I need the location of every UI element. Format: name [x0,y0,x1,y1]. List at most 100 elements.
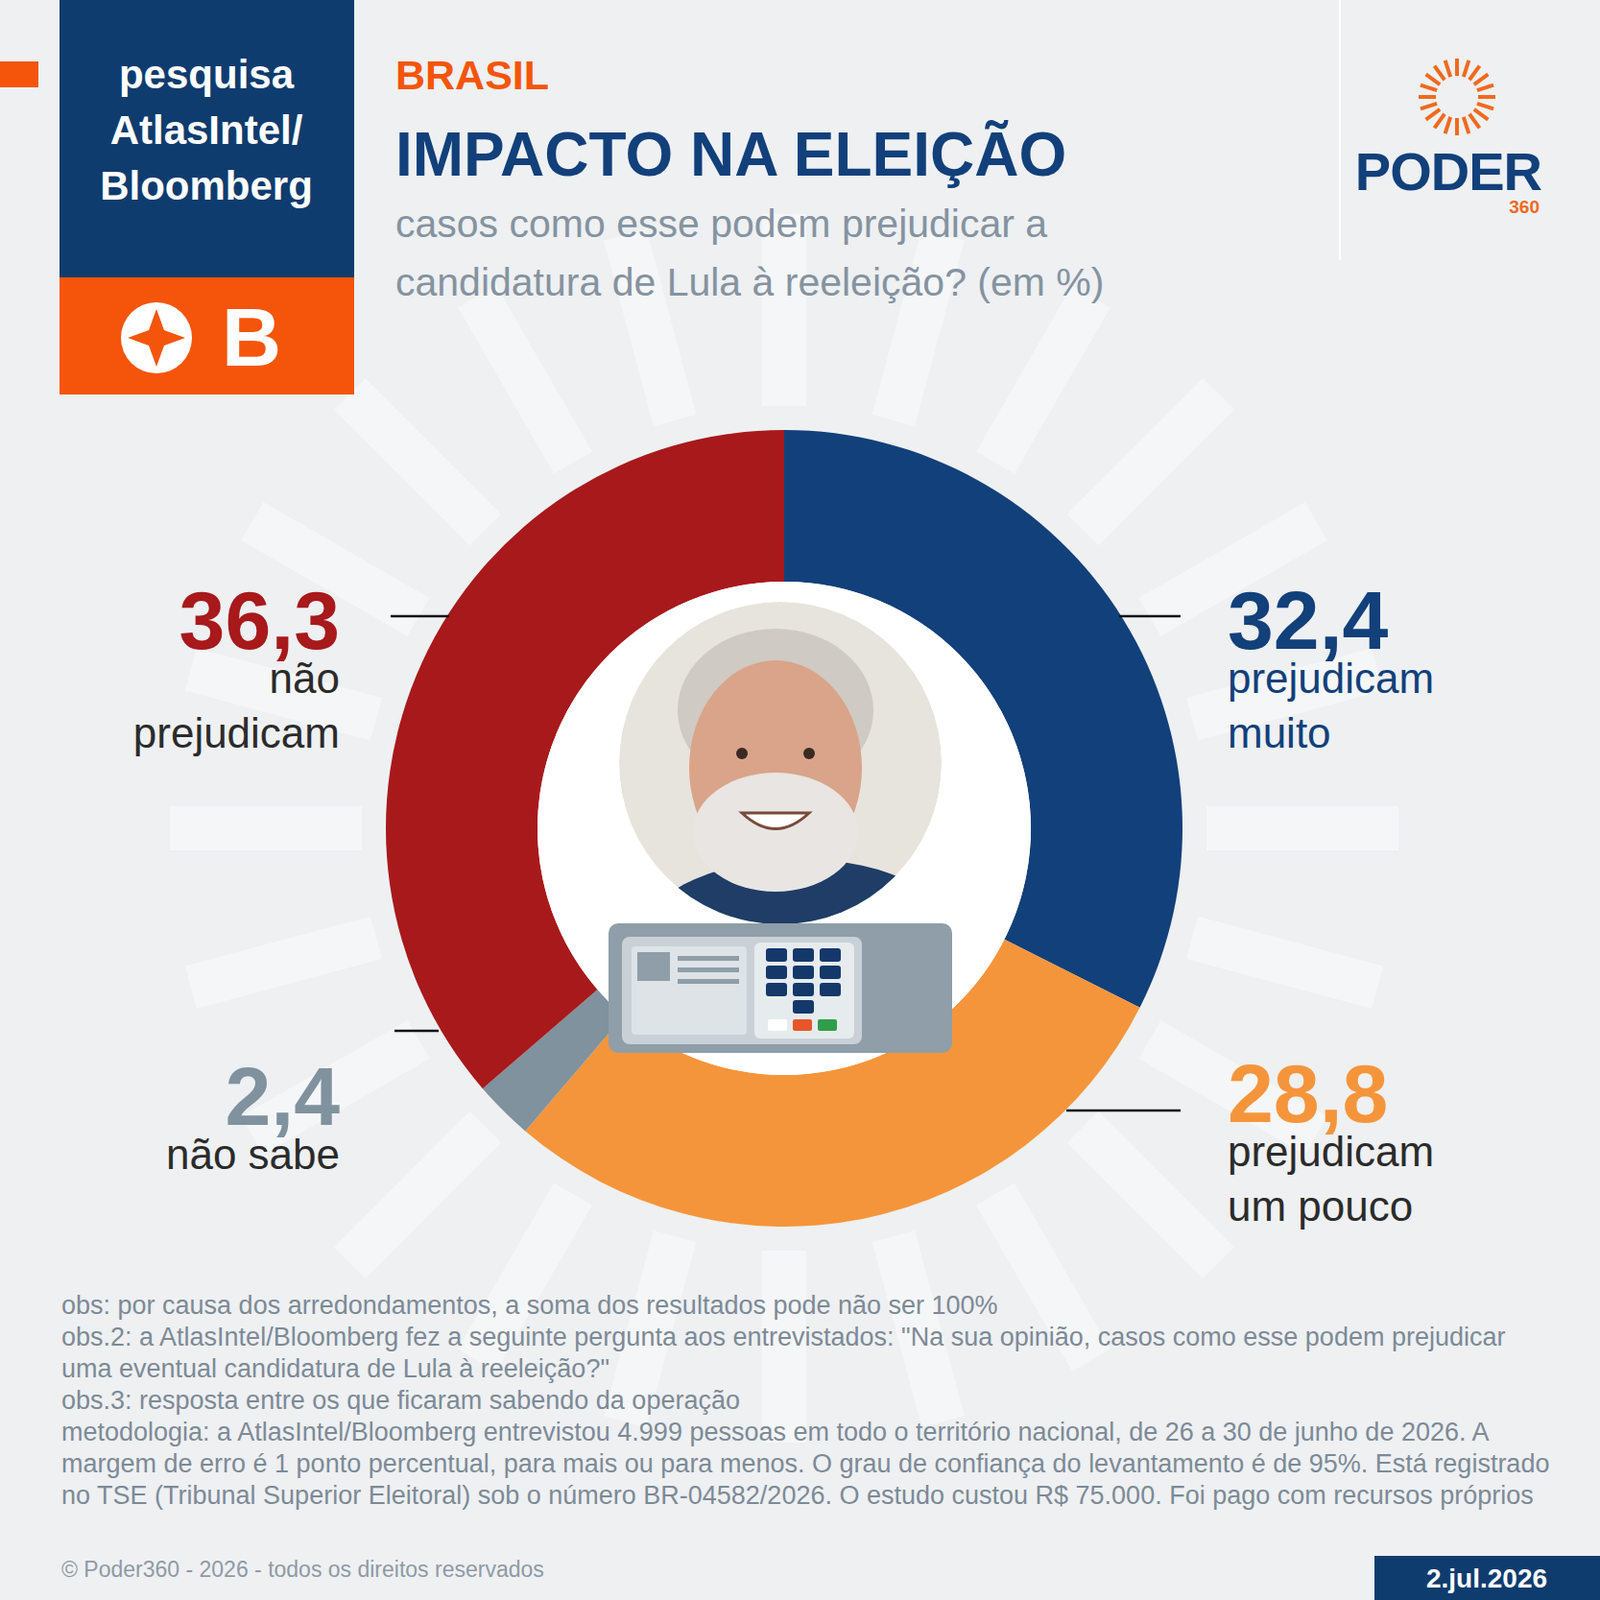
box-key [792,965,814,980]
sun-ray [1463,60,1470,77]
donut-hole [537,581,1031,1075]
text-line: prejudicam [1227,1127,1434,1175]
box-screen-line [677,955,740,961]
portrait-eye [736,747,748,760]
box-screen-panel [621,936,862,1045]
box-key [819,982,841,997]
date: 2.jul.2026 [1426,1563,1548,1594]
text-line: uma eventual candidatura de Lula à reele… [61,1354,610,1384]
text-line: metodologia: a AtlasIntel/Bloomberg entr… [61,1417,1490,1447]
sun-ray [1433,66,1445,81]
box-key [792,1000,814,1014]
box-keypad [754,942,855,1039]
ray [477,296,574,463]
sun-ray [1477,103,1494,110]
category-label: prejudicam um pouco [1227,1127,1434,1230]
leader-line [390,615,450,619]
ray [169,806,362,851]
box-screen-img [637,952,670,981]
note: obs.3: resposta entre os que ficaram sab… [61,1385,741,1415]
ray [191,937,377,988]
compass-star [127,309,186,367]
text-line: margem de erro é 1 ponto percentual, par… [61,1449,1550,1479]
brand-name: PODER [1355,141,1543,202]
survey-label: pesquisa [119,51,295,97]
text-line: não [269,654,340,702]
text-line: obs.2: a AtlasIntel/Bloomberg fez a segu… [61,1322,1505,1352]
text-line: no TSE (Tribunal Superior Eleitoral) sob… [61,1480,1534,1510]
badge-letter: B [221,290,282,383]
section-label: BRASIL [395,51,550,98]
leader-line [1119,615,1181,619]
sun-ray [1469,66,1481,81]
copyright: © Poder360 - 2026 - todos os direitos re… [61,1556,545,1582]
survey-label: Bloomberg [99,163,313,209]
survey-box [59,0,355,278]
box-key [765,965,788,980]
portrait-eye [803,747,815,760]
value-label: 36,3 [179,573,340,667]
brand-sun [1418,58,1496,136]
sun-ray [1426,109,1441,120]
ray [349,1126,485,1263]
title: IMPACTO NA ELEIÇÃO [395,119,1067,190]
ray [1082,393,1218,529]
ray [995,296,1092,463]
sun-ray [1463,117,1470,134]
sun-ray [1478,95,1496,99]
box-screen-line [677,979,740,984]
date-box [1374,1555,1600,1600]
box-button [817,1019,837,1031]
sun-ray [1445,60,1452,77]
text-line: candidatura de Lula à reeleição? (em %) [395,260,1104,305]
value-label: 28,8 [1227,1047,1388,1140]
portrait-smile [741,812,810,830]
text-line: obs: por causa dos arredondamentos, a so… [61,1290,999,1320]
box-screen [631,946,747,1035]
box-body [608,923,953,1053]
ray [1192,937,1378,988]
data-labels: 32,4prejudicammuito28,8prejudicamum pouc… [133,573,1434,1230]
box-key [792,948,814,962]
sun-ray [1433,114,1445,129]
sun-ray [1474,73,1489,85]
box-key [765,982,788,997]
box-key [819,965,841,980]
sun-ray [1445,117,1452,134]
box-button [792,1019,812,1031]
sun-ray [1477,85,1494,92]
sun-ray [1420,103,1437,110]
ray [1206,806,1399,851]
sun-ray [1474,109,1489,120]
box-key [765,948,788,962]
text-line: um pouco [1227,1182,1413,1230]
category-label: nãoprejudicam [133,654,340,757]
donut [385,429,1183,1227]
box-button [767,1019,788,1031]
canvas: pesquisaAtlasIntel/BloombergBBRASILIMPAC… [0,0,1600,1600]
badge-box [59,277,355,395]
ballot-box [608,923,953,1053]
ray [349,393,485,529]
brand-number: 360 [1508,196,1540,217]
box-key [792,982,814,997]
note: obs.2: a AtlasIntel/Bloomberg fez a segu… [61,1322,1505,1384]
note: obs: por causa dos arredondamentos, a so… [61,1290,999,1320]
leader-line [394,1029,439,1033]
value-label: 32,4 [1227,573,1389,667]
box-key [819,948,841,962]
portrait-beard [692,772,859,892]
note: metodologia: a AtlasIntel/Bloomberg entr… [61,1417,1550,1510]
sun-ray [1455,118,1459,136]
text-line: prejudicam [1227,654,1434,702]
text-line: muito [1227,709,1332,757]
accent-bar [0,61,39,88]
leader-line [1066,1109,1181,1113]
sun-ray [1455,58,1459,76]
background-rays [169,214,1399,1443]
text-line: casos como esse podem prejudicar a [395,201,1048,246]
sun-ray [1418,95,1436,99]
sun-ray [1420,85,1437,92]
text-line: obs.3: resposta entre os que ficaram sab… [61,1385,741,1415]
compass-circle [120,302,192,374]
